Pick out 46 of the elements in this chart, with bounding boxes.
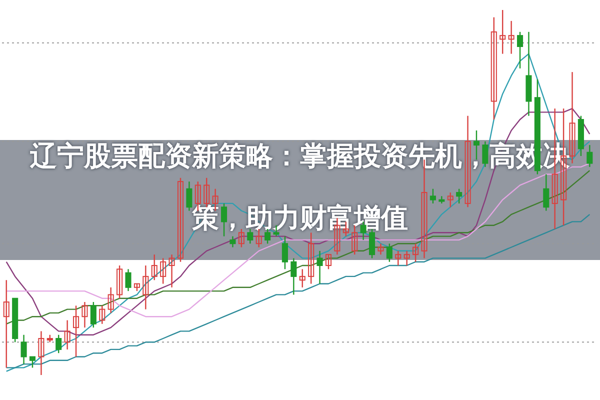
candlestick [308, 232, 314, 284]
candlestick [299, 268, 306, 288]
candlestick [160, 258, 166, 284]
candlestick [82, 301, 88, 328]
candlestick [116, 264, 123, 299]
candlestick [508, 20, 514, 54]
candlestick [168, 254, 175, 288]
candlestick [456, 188, 462, 204]
candlestick [73, 305, 80, 358]
candlestick [151, 254, 158, 281]
candlestick [290, 258, 297, 296]
candlestick [490, 16, 497, 120]
candlestick [325, 254, 332, 270]
candlestick [108, 286, 114, 314]
candlestick [282, 236, 288, 270]
candlestick [238, 228, 244, 248]
candlestick [230, 236, 236, 248]
candlestick [378, 243, 384, 256]
candlestick [186, 180, 192, 212]
candlestick [464, 115, 471, 208]
candlestick [221, 202, 228, 237]
candlestick [500, 10, 506, 54]
candlestick [473, 130, 480, 160]
candlestick [482, 140, 488, 168]
candlestick [412, 243, 419, 262]
candlestick [447, 192, 454, 208]
candlestick [64, 320, 70, 350]
candlestick [90, 301, 96, 328]
candlestick [38, 330, 44, 375]
candlestick [20, 334, 27, 365]
candlestick [177, 177, 184, 262]
candlestick [569, 71, 576, 164]
candlestick [142, 264, 149, 310]
candlestick [586, 144, 593, 168]
candlestick [125, 268, 132, 292]
candlestick [404, 250, 410, 266]
candlestick [543, 174, 550, 212]
candlestick [386, 243, 392, 262]
candlestick [430, 188, 436, 204]
candlestick [395, 250, 402, 266]
candlestick [99, 305, 106, 324]
candlestick [56, 334, 62, 354]
candlestick [3, 280, 10, 368]
candlestick [517, 31, 524, 69]
candlestick [29, 356, 36, 368]
candlestick [316, 250, 323, 284]
